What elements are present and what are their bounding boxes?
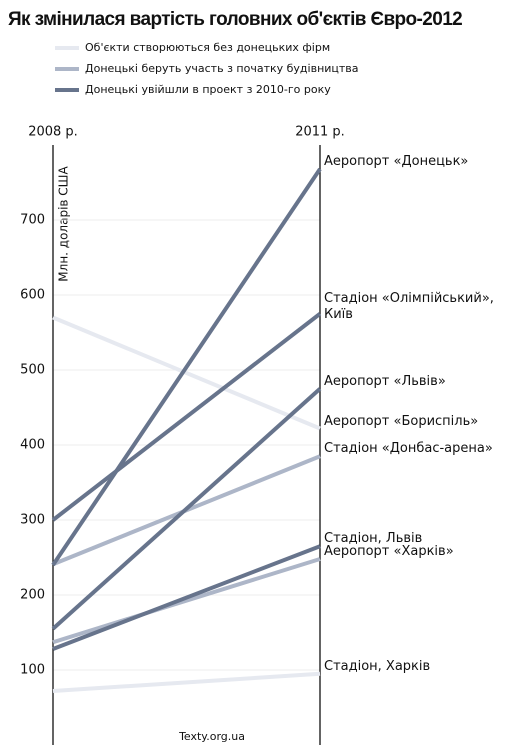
chart-title: Як змінилася вартість головних об'єктів … bbox=[8, 9, 462, 30]
series-label: Стадіон, Харків bbox=[324, 658, 431, 674]
slope-line bbox=[51, 167, 322, 567]
series-label: Стадіон «Олімпійський», Київ bbox=[324, 290, 494, 322]
y-tick-label: 500 bbox=[20, 363, 45, 378]
y-tick-label: 100 bbox=[20, 663, 45, 678]
slope-line bbox=[52, 557, 321, 645]
y-tick-label: 300 bbox=[20, 513, 45, 528]
legend-label: Донецькі беруть участь з початку будівни… bbox=[85, 62, 359, 75]
x-tick-label: 2008 р. bbox=[28, 125, 78, 140]
x-tick-label: 2011 р. bbox=[295, 125, 345, 140]
y-tick-label: 600 bbox=[20, 288, 45, 303]
slope-line bbox=[51, 387, 322, 631]
slope-line bbox=[52, 544, 321, 651]
series-label: Аеропорт «Бориспіль» bbox=[324, 413, 479, 429]
legend-label: Донецькі увійшли в проект з 2010-го року bbox=[85, 83, 331, 96]
series-label: Аеропорт «Донецьк» bbox=[324, 154, 469, 169]
y-axis-label: Млн. доларів США bbox=[57, 166, 71, 282]
series-label: Стадіон «Донбас-арена» bbox=[324, 441, 493, 457]
y-tick-label: 400 bbox=[20, 438, 45, 453]
series-label: Стадіон, Львів bbox=[324, 531, 423, 547]
legend-label: Об'єкти створюються без донецьких фірм bbox=[85, 41, 330, 54]
source: Texty.org.ua bbox=[178, 730, 245, 743]
series-label: Аеропорт «Харків» bbox=[324, 544, 454, 559]
slope-line bbox=[52, 315, 321, 431]
slope-line bbox=[51, 312, 322, 522]
slope-line bbox=[52, 671, 321, 693]
y-tick-label: 700 bbox=[20, 213, 45, 228]
series-label: Аеропорт «Львів» bbox=[324, 373, 446, 389]
y-tick-label: 200 bbox=[20, 588, 45, 603]
